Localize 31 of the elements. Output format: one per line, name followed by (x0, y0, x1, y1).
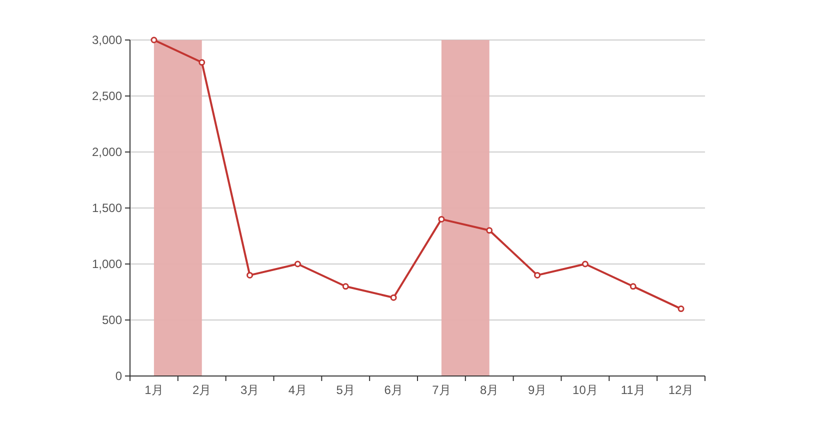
point (246, 272, 254, 278)
x-tick-label: 8月 (480, 383, 499, 397)
point (294, 260, 301, 268)
point (438, 216, 445, 222)
point (198, 59, 206, 66)
y-tick-label: 1,000 (92, 257, 122, 272)
x-tick-label: 4月 (288, 383, 308, 397)
x-tick-label: 10月 (572, 383, 598, 397)
y-tick-label: 3,000 (92, 33, 122, 48)
point (582, 260, 588, 268)
point (678, 306, 684, 312)
point (150, 36, 158, 44)
y-tick-label: 2,000 (92, 145, 122, 160)
x-tick-label: 11月 (620, 383, 646, 397)
x-tick-label: 9月 (528, 383, 547, 397)
point (486, 227, 493, 234)
x-tick-label: 2月 (192, 383, 212, 397)
x-tick-label: 1月 (144, 383, 164, 397)
y-tick-label: 1,500 (92, 201, 122, 216)
y-tick-label: 500 (102, 313, 122, 328)
x-tick-label: 6月 (384, 383, 403, 397)
x-tick-label: 12月 (668, 383, 694, 397)
y-tick-label: 2,500 (92, 89, 122, 104)
x-tick-label: 7月 (432, 383, 451, 397)
x-tick-label: 5月 (336, 383, 355, 397)
point (630, 283, 636, 290)
y-tick-label: 0 (115, 369, 122, 384)
point (390, 294, 397, 301)
x-tick-label: 3月 (240, 383, 260, 397)
point (342, 283, 349, 290)
point (534, 272, 541, 278)
